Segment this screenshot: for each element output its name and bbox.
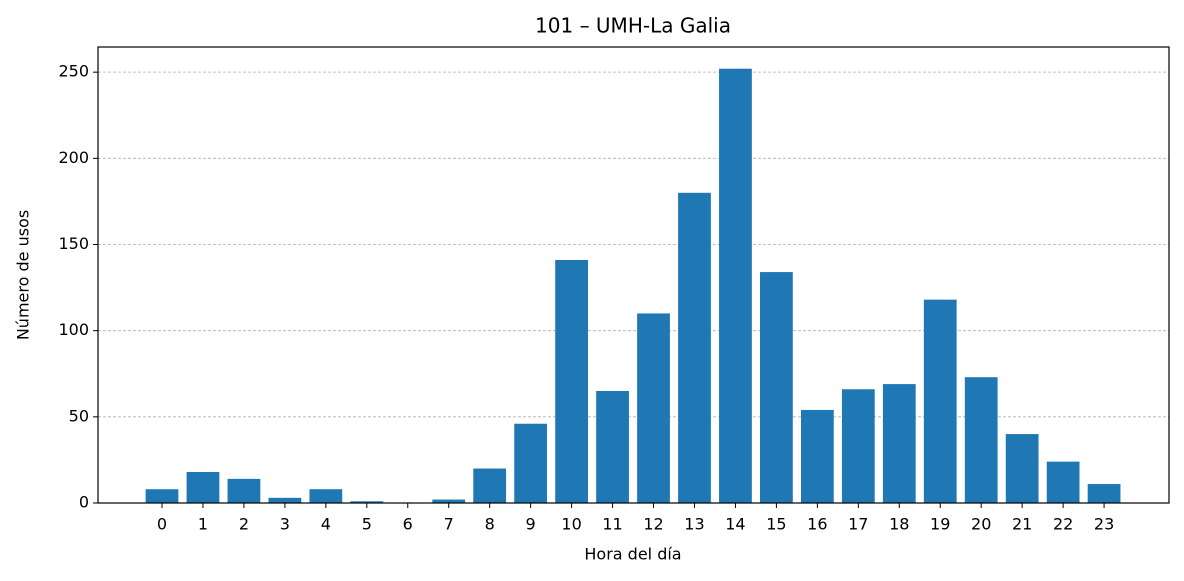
- bar: [1046, 461, 1080, 503]
- bar: [145, 489, 179, 503]
- bar: [268, 497, 302, 503]
- x-tick-label: 21: [1012, 515, 1032, 534]
- x-tick-label: 19: [930, 515, 950, 534]
- y-tick-label: 250: [58, 62, 89, 81]
- bar: [350, 501, 384, 503]
- x-tick-label: 10: [561, 515, 581, 534]
- x-tick-label: 0: [157, 515, 167, 534]
- x-axis-label: Hora del día: [584, 545, 681, 564]
- bar: [514, 423, 548, 503]
- x-tick-label: 22: [1053, 515, 1073, 534]
- bar: [760, 272, 793, 503]
- x-tick-label: 9: [526, 515, 536, 534]
- x-tick-label: 1: [198, 515, 208, 534]
- bar: [841, 389, 875, 503]
- x-tick-label: 6: [403, 515, 413, 534]
- x-tick-label: 8: [485, 515, 495, 534]
- y-axis-label: Número de usos: [14, 210, 33, 340]
- x-tick-label: 20: [971, 515, 991, 534]
- x-tick-label: 2: [239, 515, 249, 534]
- bar: [1087, 484, 1121, 503]
- y-tick-label: 150: [58, 234, 89, 253]
- bar: [596, 390, 629, 503]
- x-tick-label: 5: [362, 515, 372, 534]
- bar: [637, 313, 670, 503]
- x-tick-label: 17: [848, 515, 868, 534]
- bar: [432, 499, 466, 503]
- y-tick-label: 50: [69, 406, 89, 425]
- bar: [800, 409, 834, 503]
- bar: [309, 489, 343, 503]
- x-tick-label: 3: [280, 515, 290, 534]
- x-tick-label: 11: [602, 515, 622, 534]
- y-tick-label: 100: [58, 320, 89, 339]
- x-tick-label: 23: [1094, 515, 1114, 534]
- x-tick-label: 4: [321, 515, 331, 534]
- x-tick-label: 14: [725, 515, 745, 534]
- chart-title: 101 – UMH-La Galia: [535, 14, 731, 38]
- x-tick-label: 7: [444, 515, 454, 534]
- bar: [555, 260, 588, 503]
- bar: [678, 192, 711, 504]
- x-tick-label: 15: [766, 515, 786, 534]
- bar: [227, 478, 261, 503]
- bar: [964, 377, 998, 503]
- bar: [719, 68, 752, 503]
- plot-frame: [97, 46, 1170, 504]
- bar: [186, 471, 220, 503]
- y-tick-label: 0: [79, 493, 89, 512]
- x-tick-label: 12: [643, 515, 663, 534]
- bar: [923, 299, 957, 503]
- x-tick-label: 18: [889, 515, 909, 534]
- x-tick-label: 16: [807, 515, 827, 534]
- x-tick-label: 13: [684, 515, 704, 534]
- bar: [1005, 434, 1039, 503]
- bar: [882, 384, 916, 503]
- bar: [473, 468, 507, 503]
- y-tick-label: 200: [58, 148, 89, 167]
